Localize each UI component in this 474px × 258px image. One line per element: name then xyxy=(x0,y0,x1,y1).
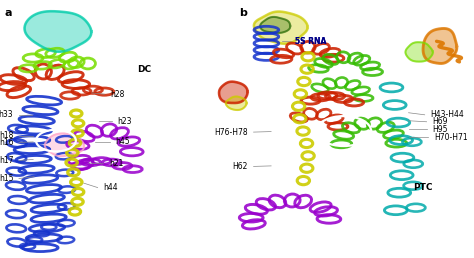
Text: h45: h45 xyxy=(116,138,130,146)
Text: H70-H71: H70-H71 xyxy=(434,133,468,142)
Text: H43-H44: H43-H44 xyxy=(430,110,464,119)
Polygon shape xyxy=(423,28,457,63)
Text: H62: H62 xyxy=(233,162,248,171)
Text: H76-H78: H76-H78 xyxy=(214,128,248,136)
Polygon shape xyxy=(226,96,246,110)
Polygon shape xyxy=(45,133,84,156)
Text: h44: h44 xyxy=(103,183,118,192)
Polygon shape xyxy=(405,42,433,62)
Text: h15: h15 xyxy=(0,174,13,183)
Text: H95: H95 xyxy=(432,125,448,133)
Text: H69: H69 xyxy=(432,117,448,126)
Polygon shape xyxy=(260,17,290,33)
Text: DC: DC xyxy=(137,65,152,74)
Text: h18: h18 xyxy=(0,132,13,140)
Text: a: a xyxy=(5,8,12,18)
Text: PTC: PTC xyxy=(413,183,433,191)
Text: h16: h16 xyxy=(0,138,13,147)
Text: h33: h33 xyxy=(0,110,13,119)
Text: h17: h17 xyxy=(0,156,13,165)
Polygon shape xyxy=(219,82,247,103)
Text: 5S RNA: 5S RNA xyxy=(295,37,326,46)
Text: h23: h23 xyxy=(118,117,132,126)
Polygon shape xyxy=(25,11,91,52)
Text: 5S RNA: 5S RNA xyxy=(295,37,326,46)
Text: b: b xyxy=(239,8,247,18)
Text: h28: h28 xyxy=(110,90,124,99)
Polygon shape xyxy=(254,12,308,44)
Text: h21: h21 xyxy=(109,159,123,168)
